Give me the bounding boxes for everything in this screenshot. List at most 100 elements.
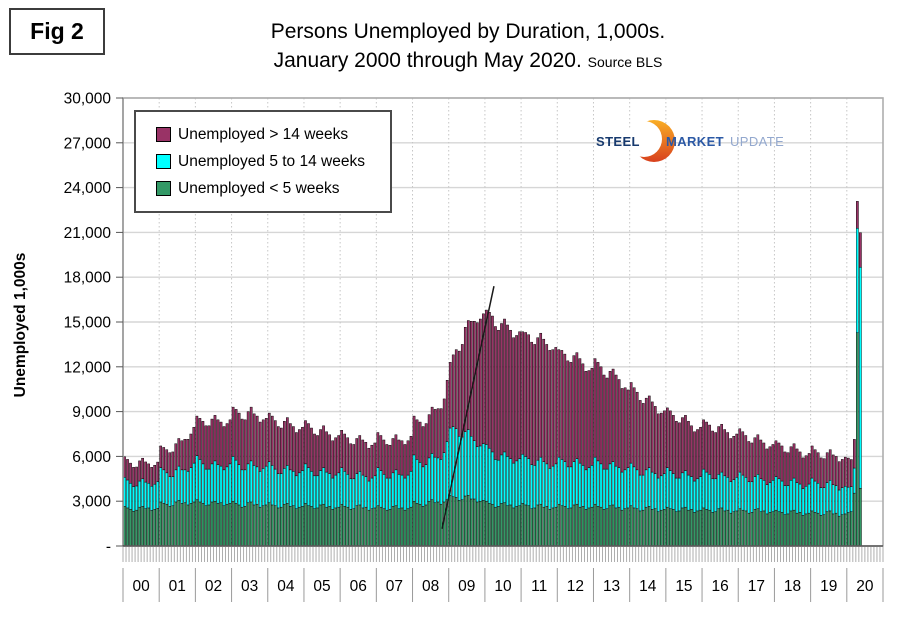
bar-segment bbox=[810, 510, 814, 547]
bar-segment bbox=[162, 469, 166, 504]
bar-segment bbox=[617, 379, 621, 468]
bar-segment bbox=[379, 470, 383, 508]
bar-segment bbox=[460, 499, 464, 547]
bar-segment bbox=[352, 444, 356, 480]
bar-segment bbox=[385, 477, 389, 511]
bar-segment bbox=[295, 475, 298, 509]
bar-segment bbox=[313, 433, 316, 477]
bar-segment bbox=[545, 344, 549, 465]
bar-segment bbox=[132, 467, 135, 487]
bar-segment bbox=[331, 509, 334, 547]
bar-segment bbox=[358, 504, 362, 547]
bar-segment bbox=[756, 474, 760, 509]
bar-segment bbox=[394, 469, 398, 506]
bar-segment bbox=[524, 456, 527, 506]
bar-segment bbox=[132, 486, 135, 512]
bar-segment bbox=[602, 374, 606, 470]
bar-segment bbox=[346, 506, 350, 547]
bar-segment bbox=[629, 505, 633, 547]
bar-segment bbox=[430, 453, 434, 500]
bar-segment bbox=[717, 508, 720, 547]
bar-segment bbox=[828, 510, 832, 547]
bar-segment bbox=[515, 335, 518, 462]
bar-segment bbox=[828, 480, 832, 512]
bar-segment bbox=[258, 506, 262, 547]
bar-segment bbox=[427, 414, 431, 459]
bar-segment bbox=[780, 512, 784, 547]
bar-segment bbox=[626, 467, 630, 509]
bar-segment bbox=[448, 495, 452, 547]
bar-segment bbox=[394, 434, 398, 471]
bar-segment bbox=[735, 510, 739, 547]
bar-segment bbox=[729, 438, 733, 483]
bar-segment bbox=[159, 501, 163, 547]
bar-segment bbox=[846, 486, 850, 513]
bar-segment bbox=[267, 461, 271, 503]
bar-segment bbox=[343, 506, 346, 547]
bar-segment bbox=[370, 508, 374, 547]
bar-segment bbox=[647, 467, 651, 507]
bar-segment bbox=[319, 429, 322, 471]
bar-segment bbox=[771, 444, 775, 481]
bar-segment bbox=[690, 509, 693, 547]
bar-segment bbox=[527, 458, 530, 506]
bar-segment bbox=[816, 452, 820, 484]
legend-swatch-cyan-icon bbox=[156, 154, 171, 169]
bar-segment bbox=[237, 412, 241, 465]
bar-segment bbox=[292, 505, 295, 547]
bar-segment bbox=[222, 505, 226, 547]
bar-segment bbox=[150, 486, 153, 511]
bar-segment bbox=[406, 440, 410, 476]
bar-segment bbox=[201, 463, 205, 504]
y-tick-label: 30,000 bbox=[64, 91, 112, 108]
bar-segment bbox=[340, 430, 343, 468]
bar-segment bbox=[470, 498, 473, 547]
year-label: 02 bbox=[205, 578, 222, 595]
bar-segment bbox=[503, 451, 506, 503]
bar-segment bbox=[301, 506, 304, 547]
bar-segment bbox=[696, 510, 699, 547]
bar-segment bbox=[289, 423, 292, 471]
bar-segment bbox=[705, 471, 708, 510]
bar-segment bbox=[500, 323, 503, 456]
bar-segment bbox=[249, 460, 253, 503]
bar-segment bbox=[337, 435, 340, 474]
bar-segment bbox=[270, 465, 274, 506]
bar-segment bbox=[165, 503, 169, 547]
bar-segment bbox=[394, 505, 398, 547]
logo-crescent-icon bbox=[626, 120, 675, 162]
bar-segment bbox=[666, 407, 669, 468]
bar-segment bbox=[789, 510, 793, 547]
bar-segment bbox=[476, 501, 479, 547]
bar-segment bbox=[690, 425, 693, 477]
bar-segment bbox=[611, 461, 615, 506]
bar-segment bbox=[430, 499, 434, 547]
bar-segment bbox=[267, 412, 271, 462]
bar-segment bbox=[189, 503, 193, 547]
bar-segment bbox=[714, 511, 717, 547]
bar-segment bbox=[720, 424, 723, 473]
bar-segment bbox=[563, 506, 567, 547]
bar-segment bbox=[626, 507, 630, 547]
bar-segment bbox=[439, 408, 443, 460]
bar-segment bbox=[786, 485, 790, 515]
bar-segment bbox=[738, 471, 742, 509]
bar-segment bbox=[584, 371, 588, 471]
bar-segment bbox=[418, 503, 422, 547]
bar-segment bbox=[406, 508, 410, 547]
bar-segment bbox=[246, 502, 250, 547]
bar-segment bbox=[367, 480, 371, 511]
bar-segment bbox=[632, 466, 636, 509]
bar-segment bbox=[482, 500, 485, 547]
bar-segment bbox=[292, 471, 295, 506]
bar-segment bbox=[753, 437, 757, 477]
bar-segment bbox=[126, 459, 129, 481]
bar-segment bbox=[201, 421, 205, 465]
bar-segment bbox=[798, 512, 802, 547]
bar-segment bbox=[647, 506, 651, 547]
bar-segment bbox=[454, 497, 458, 547]
bar-segment bbox=[807, 453, 811, 485]
bar-segment bbox=[590, 368, 594, 466]
legend-swatch-maroon-icon bbox=[156, 127, 171, 142]
bar-segment bbox=[575, 503, 579, 547]
